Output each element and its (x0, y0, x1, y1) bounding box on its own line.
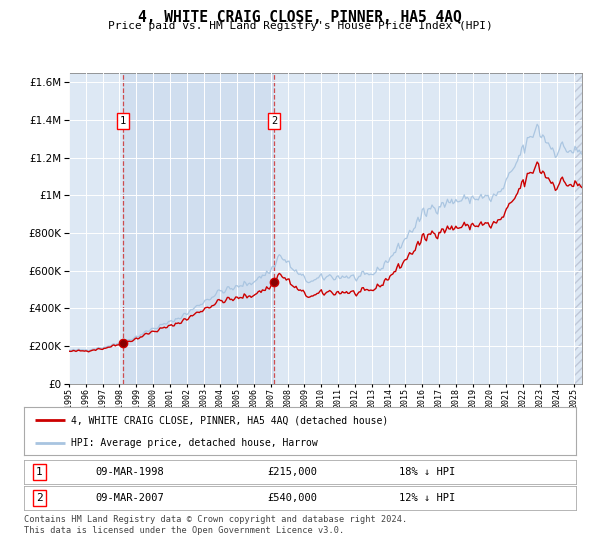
Text: HPI: Average price, detached house, Harrow: HPI: Average price, detached house, Harr… (71, 438, 317, 448)
Text: £540,000: £540,000 (267, 493, 317, 503)
Text: 18% ↓ HPI: 18% ↓ HPI (400, 467, 455, 477)
Text: 4, WHITE CRAIG CLOSE, PINNER, HA5 4AQ (detached house): 4, WHITE CRAIG CLOSE, PINNER, HA5 4AQ (d… (71, 416, 388, 426)
Text: 1: 1 (36, 467, 43, 477)
Text: 2: 2 (36, 493, 43, 503)
Text: 09-MAR-2007: 09-MAR-2007 (96, 493, 164, 503)
Text: 09-MAR-1998: 09-MAR-1998 (96, 467, 164, 477)
Text: Price paid vs. HM Land Registry's House Price Index (HPI): Price paid vs. HM Land Registry's House … (107, 21, 493, 31)
Text: Contains HM Land Registry data © Crown copyright and database right 2024.
This d: Contains HM Land Registry data © Crown c… (24, 515, 407, 535)
Text: £215,000: £215,000 (267, 467, 317, 477)
Text: 1: 1 (119, 116, 126, 126)
Text: 12% ↓ HPI: 12% ↓ HPI (400, 493, 455, 503)
Bar (123, 73, 274, 384)
Text: 4, WHITE CRAIG CLOSE, PINNER, HA5 4AQ: 4, WHITE CRAIG CLOSE, PINNER, HA5 4AQ (138, 10, 462, 25)
Text: 2: 2 (271, 116, 277, 126)
Bar (574, 73, 582, 384)
